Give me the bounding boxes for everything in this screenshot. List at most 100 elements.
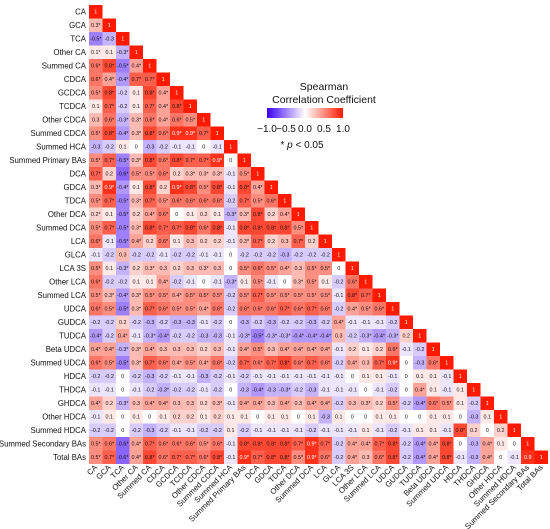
cell-value-label: 0.6*	[320, 307, 330, 313]
cell-value-label: -0.2	[91, 374, 100, 380]
heatmap-cell	[440, 423, 454, 437]
cell-value-label: 0.1	[430, 374, 438, 380]
heatmap-cell	[318, 329, 332, 343]
cell-value-label: -0.2	[226, 307, 235, 313]
cell-value-label: -0.2	[172, 388, 181, 394]
cell-value-label: 0.1	[173, 239, 181, 245]
heatmap-cell	[183, 248, 197, 262]
cell-value-label: 1	[121, 37, 124, 43]
heatmap-cell	[224, 302, 238, 316]
heatmap-cell	[210, 153, 224, 167]
heatmap-cell	[170, 207, 184, 221]
heatmap-cell	[264, 275, 278, 289]
heatmap-cell	[129, 126, 143, 140]
heatmap-cell	[467, 396, 481, 410]
cell-value-label: -0.1	[226, 172, 235, 178]
cell-value-label: -0.2	[348, 334, 357, 340]
heatmap-cell	[278, 275, 292, 289]
cell-value-label: 0.3	[268, 401, 276, 407]
cell-value-label: -0.2	[172, 280, 181, 286]
row-label: CDCA	[64, 75, 87, 84]
cell-value-label: 0.4*	[482, 442, 492, 448]
heatmap-cell	[237, 288, 251, 302]
cell-value-label: -0.1	[334, 293, 343, 299]
heatmap-cell	[332, 383, 346, 397]
heatmap-cell	[251, 234, 265, 248]
heatmap-cell	[102, 234, 116, 248]
heatmap-cell	[156, 329, 170, 343]
heatmap-cell	[170, 248, 184, 262]
cell-value-label: -0.1	[348, 388, 357, 394]
cell-value-label: 0.3	[92, 118, 100, 124]
cell-value-label: 0.6*	[212, 361, 222, 367]
cell-value-label: 0.2	[349, 347, 357, 353]
heatmap-cell	[156, 261, 170, 275]
heatmap-cell	[318, 423, 332, 437]
cell-value-label: 0	[175, 212, 178, 218]
row-label: Other HDCA	[42, 413, 87, 422]
cell-value-label: -0.1	[388, 374, 397, 380]
cell-value-label: 0.2	[146, 239, 154, 245]
cell-value-label: 0.4*	[158, 118, 168, 124]
cell-value-label: 0.7*	[280, 307, 290, 313]
cell-value-label: 0.7*	[185, 455, 195, 461]
heatmap-cell	[332, 396, 346, 410]
cell-value-label: 0.3	[362, 361, 370, 367]
cell-value-label: 1	[243, 158, 246, 164]
heatmap-cell	[372, 342, 386, 356]
cell-value-label: 0.6*	[388, 347, 398, 353]
cell-value-label: 0.3*	[199, 266, 209, 272]
cell-value-label: 0.3	[160, 266, 168, 272]
heatmap-cell	[197, 329, 211, 343]
heatmap-cell	[224, 153, 238, 167]
heatmap-cell	[224, 167, 238, 181]
cell-value-label: -0.1	[280, 428, 289, 434]
cell-value-label: -0.3*	[117, 401, 129, 407]
cell-value-label: 0.4*	[172, 293, 182, 299]
cell-value-label: -0.1	[226, 239, 235, 245]
cell-value-label: 0.8*	[442, 442, 452, 448]
cell-value-label: -0.3	[145, 428, 154, 434]
cell-value-label: 0.6*	[172, 199, 182, 205]
cell-value-label: 0.3*	[131, 361, 141, 367]
cell-value-label: 0.7*	[145, 442, 155, 448]
heatmap-cell	[278, 437, 292, 451]
cell-value-label: -0.1	[280, 374, 289, 380]
heatmap-cell	[89, 126, 103, 140]
heatmap-cell	[399, 383, 413, 397]
cell-value-label: 0.6*	[266, 307, 276, 313]
heatmap-cell	[345, 423, 359, 437]
cell-value-label: 0.7*	[185, 158, 195, 164]
heatmap-cell	[426, 396, 440, 410]
heatmap-cell	[102, 302, 116, 316]
heatmap-cell	[116, 140, 130, 154]
heatmap-cell	[318, 410, 332, 424]
heatmap-cell	[224, 450, 238, 464]
heatmap-cell	[210, 194, 224, 208]
heatmap-cell	[102, 153, 116, 167]
heatmap-cell	[413, 410, 427, 424]
heatmap-cell	[413, 356, 427, 370]
cell-value-label: 0.2*	[91, 212, 101, 218]
cell-value-label: 0.6*	[158, 455, 168, 461]
heatmap-cell	[143, 356, 157, 370]
cell-value-label: 0	[297, 415, 300, 421]
cell-value-label: -0.1	[442, 388, 451, 394]
cell-value-label: -0.3	[172, 320, 181, 326]
cell-value-label: -0.3	[145, 145, 154, 151]
heatmap-cell	[102, 18, 116, 32]
cell-value-label: 0.2	[200, 401, 208, 407]
cell-value-label: -0.2	[402, 442, 411, 448]
cell-value-label: 0.7*	[253, 239, 263, 245]
heatmap-cell	[102, 140, 116, 154]
cell-value-label: -0.1	[361, 320, 370, 326]
cell-value-label: 0.5*	[253, 347, 263, 353]
heatmap-cell	[129, 59, 143, 73]
cell-value-label: 0.5*	[320, 293, 330, 299]
heatmap-cell	[480, 450, 494, 464]
heatmap-cell	[170, 315, 184, 329]
cell-value-label: 0.4*	[131, 239, 141, 245]
heatmap-cell	[345, 329, 359, 343]
cell-value-label: 0.8*	[145, 131, 155, 137]
heatmap-cell	[237, 194, 251, 208]
